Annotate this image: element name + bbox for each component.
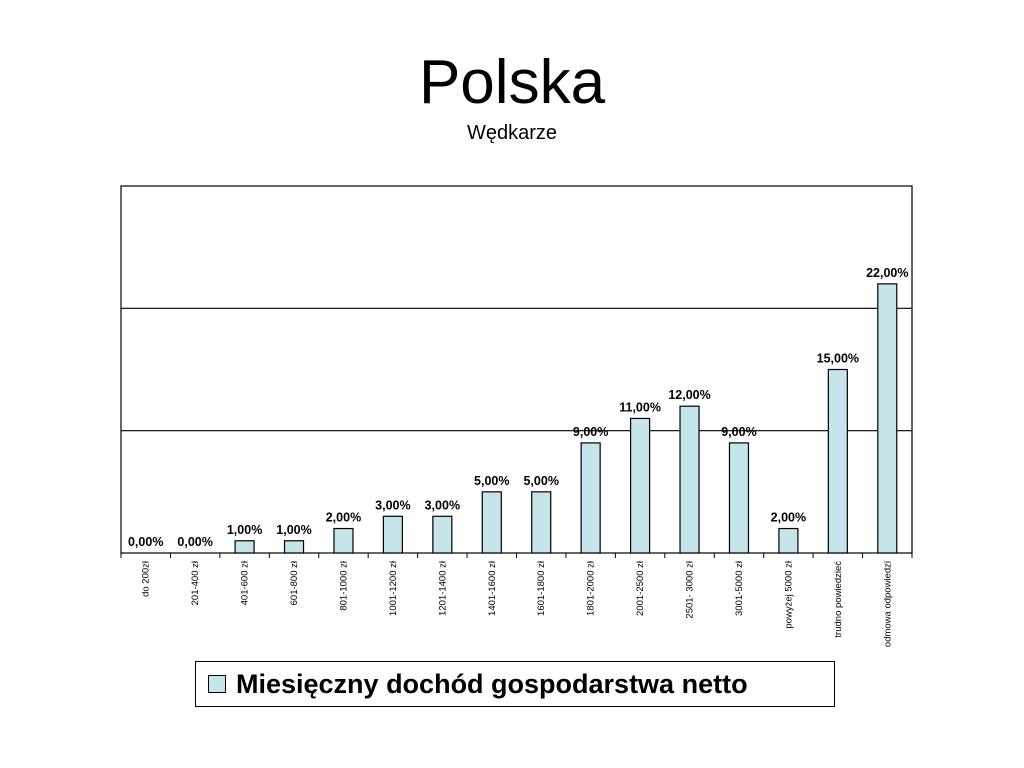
bar-2	[234, 540, 255, 554]
x-tick-label-6: 1201-1400 zł	[437, 560, 448, 616]
x-tick-label-4: 801-1000 zł	[338, 560, 349, 611]
x-tick-label-11: 2501- 3000 zł	[685, 560, 696, 618]
data-label-8: 5,00%	[523, 474, 558, 488]
data-label-6: 3,00%	[425, 498, 460, 512]
x-tick-label-9: 1801-2000 zł	[586, 560, 597, 616]
data-label-3: 1,00%	[276, 523, 311, 537]
data-label-13: 2,00%	[771, 511, 806, 525]
x-tick-label-5: 1001-1200 zł	[388, 560, 399, 616]
x-tick-label-2: 401-600 zł	[240, 560, 251, 605]
bar-9	[580, 442, 601, 554]
bar-3	[283, 540, 305, 554]
data-label-5: 3,00%	[375, 498, 410, 512]
legend: Miesięczny dochód gospodarstwa netto	[195, 661, 835, 707]
chart-subtitle: Wędkarze	[466, 122, 558, 144]
chart-title: Polska	[418, 48, 606, 117]
data-label-7: 5,00%	[474, 474, 509, 488]
data-label-0: 0,00%	[128, 535, 163, 549]
x-tick-label-13: powyżej 5000 zł	[783, 560, 794, 628]
bar-5	[382, 515, 404, 554]
x-tick-label-15: odmowa odpowiedzi	[882, 561, 893, 647]
bar-12	[728, 442, 750, 554]
data-label-4: 2,00%	[326, 511, 361, 525]
x-tick-label-3: 601-800 zł	[289, 560, 300, 605]
data-label-15: 22,00%	[866, 266, 908, 280]
data-label-10: 11,00%	[619, 400, 661, 414]
x-tick-label-8: 1601-1800 zł	[536, 560, 547, 616]
bar-7	[481, 491, 502, 554]
legend-swatch	[208, 675, 226, 693]
data-label-14: 15,00%	[817, 352, 859, 366]
data-label-2: 1,00%	[227, 523, 262, 537]
x-tick-label-1: 201-400 zł	[190, 560, 201, 605]
bar-11	[679, 405, 700, 554]
x-tick-label-14: trudno powiedzieć	[833, 561, 844, 638]
bar-10	[629, 417, 651, 554]
bar-15	[877, 283, 898, 554]
bar-4	[333, 527, 354, 554]
bar-13	[778, 527, 799, 554]
bar-14	[827, 368, 848, 554]
legend-label: Miesięczny dochód gospodarstwa netto	[236, 668, 748, 699]
x-tick-label-7: 1401-1600 zł	[487, 560, 498, 616]
plot-area	[120, 185, 913, 554]
x-tick-label-10: 2001-2500 zł	[635, 560, 646, 616]
x-tick-label-12: 3001-5000 zł	[734, 560, 745, 616]
data-label-11: 12,00%	[668, 388, 710, 402]
bar-6	[432, 515, 453, 554]
data-label-1: 0,00%	[177, 535, 212, 549]
x-tick-label-0: do 200zł	[141, 560, 152, 597]
data-label-12: 9,00%	[721, 425, 756, 439]
data-label-9: 9,00%	[573, 425, 608, 439]
bar-8	[531, 491, 552, 554]
